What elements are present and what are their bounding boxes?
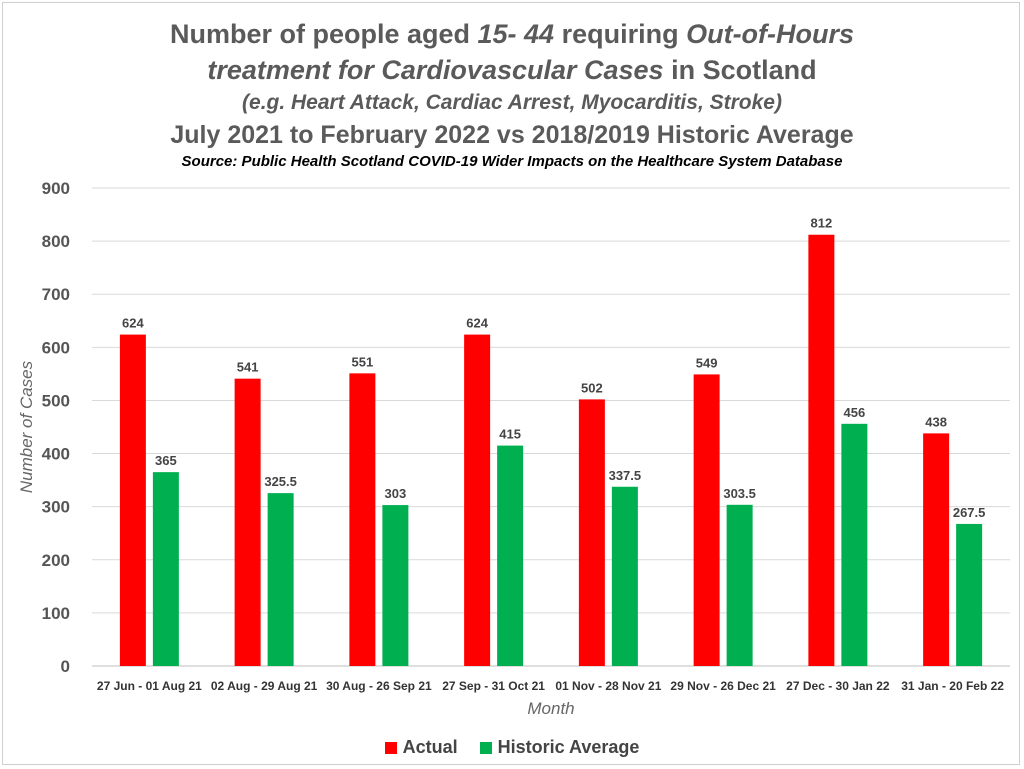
data-label: 502: [581, 380, 603, 395]
bar-actual: [808, 234, 835, 666]
y-tick-label: 500: [42, 391, 70, 410]
x-tick-label: 29 Nov - 26 Dec 21: [670, 679, 776, 693]
y-tick-label: 100: [42, 604, 70, 623]
title-age-range: 15- 44: [477, 19, 555, 49]
legend-item: Historic Average: [479, 737, 640, 758]
bar-historic-average: [267, 493, 294, 666]
bar-historic-average: [152, 472, 179, 666]
data-label: 438: [925, 414, 947, 429]
title-text: in Scotland: [663, 55, 817, 85]
bar-actual: [119, 334, 146, 666]
legend: Actual Historic Average: [0, 737, 1024, 758]
title-text: Number of people aged: [169, 19, 478, 49]
bar-historic-average: [841, 423, 868, 666]
data-label: 365: [155, 453, 177, 468]
bar-historic-average: [956, 523, 983, 666]
y-tick-label: 900: [42, 179, 70, 198]
title-line-1: Number of people aged 15- 44 requiring O…: [0, 16, 1024, 52]
bar-actual: [349, 373, 376, 666]
title-examples: (e.g. Heart Attack, Cardiac Arrest, Myoc…: [242, 91, 782, 114]
bar-actual: [923, 433, 950, 666]
bar-historic-average: [726, 504, 753, 666]
data-label: 415: [499, 427, 521, 442]
title-text: requiring: [554, 19, 687, 49]
y-tick-label: 800: [42, 232, 70, 251]
bar-historic-average: [611, 486, 638, 666]
x-tick-label: 02 Aug - 29 Aug 21: [211, 679, 318, 693]
title-line-2: treatment for Cardiovascular Cases in Sc…: [0, 52, 1024, 88]
bar-actual: [234, 378, 261, 666]
title-period: July 2021 to February 2022 vs 2018/2019 …: [170, 121, 854, 149]
data-label: 812: [811, 216, 833, 231]
y-tick-label: 600: [42, 338, 70, 357]
x-tick-label: 27 Dec - 30 Jan 22: [786, 679, 890, 693]
data-label: 624: [466, 316, 488, 331]
legend-item: Actual: [384, 737, 458, 758]
data-label: 541: [237, 360, 259, 375]
legend-swatch: [384, 741, 397, 754]
y-axis-title: Number of Cases: [17, 360, 36, 493]
bar-historic-average: [382, 505, 409, 666]
data-label: 337.5: [609, 468, 642, 483]
legend-swatch: [479, 741, 492, 754]
x-tick-label: 31 Jan - 20 Feb 22: [901, 679, 1004, 693]
data-label: 549: [696, 355, 718, 370]
y-tick-label: 200: [42, 551, 70, 570]
data-label: 551: [352, 354, 374, 369]
legend-label: Actual: [402, 737, 458, 757]
x-tick-label: 01 Nov - 28 Nov 21: [555, 679, 661, 693]
x-tick-label: 30 Aug - 26 Sep 21: [326, 679, 432, 693]
title-out-of-hours: Out-of-Hours: [686, 19, 855, 49]
y-tick-label: 300: [42, 498, 70, 517]
bar-actual: [578, 399, 605, 666]
data-label: 325.5: [264, 474, 297, 489]
x-tick-label: 27 Jun - 01 Aug 21: [97, 679, 202, 693]
x-axis-title: Month: [527, 699, 574, 718]
chart-title-block: Number of people aged 15- 44 requiring O…: [0, 16, 1024, 172]
data-label: 624: [122, 316, 144, 331]
bar-historic-average: [497, 445, 524, 666]
bar-actual: [693, 374, 720, 666]
data-label: 303.5: [723, 486, 756, 501]
x-tick-label: 27 Sep - 31 Oct 21: [442, 679, 545, 693]
bar-actual: [464, 334, 491, 666]
data-label: 456: [844, 405, 866, 420]
y-tick-label: 700: [42, 285, 70, 304]
title-treatment: treatment for Cardiovascular Cases: [207, 55, 664, 85]
y-tick-label: 0: [61, 657, 70, 676]
legend-label: Historic Average: [497, 737, 640, 757]
y-tick-label: 400: [42, 445, 70, 464]
source-note: Source: Public Health Scotland COVID-19 …: [181, 153, 843, 170]
data-label: 303: [385, 486, 407, 501]
data-label: 267.5: [953, 505, 986, 520]
